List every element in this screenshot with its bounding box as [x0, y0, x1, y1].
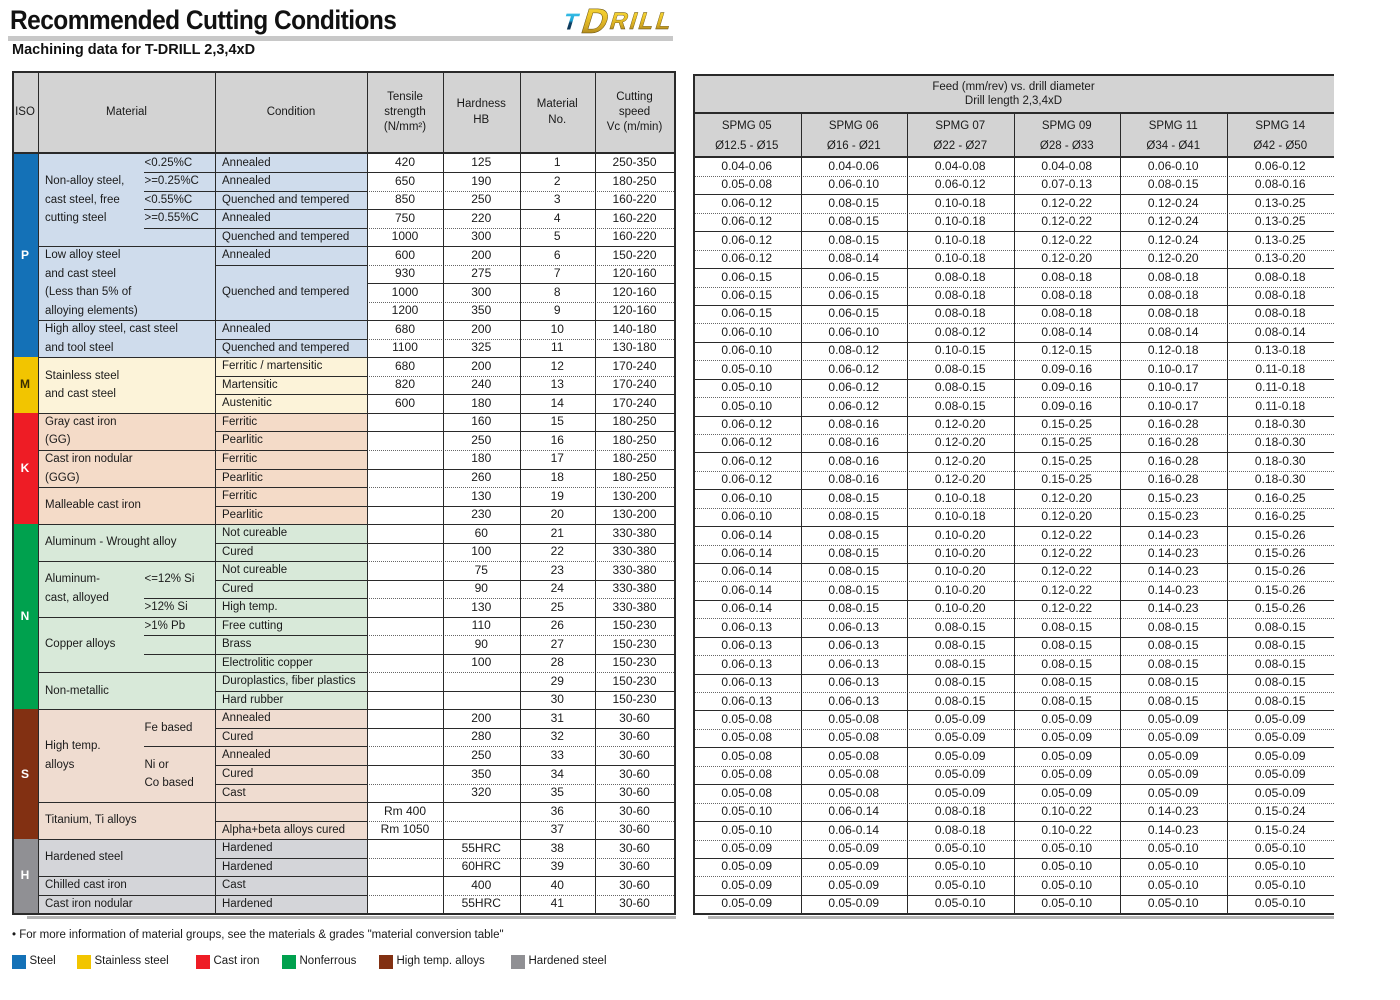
svg-text:T: T	[560, 9, 582, 34]
svg-text:D: D	[577, 2, 614, 41]
svg-text:RILL: RILL	[606, 8, 677, 34]
